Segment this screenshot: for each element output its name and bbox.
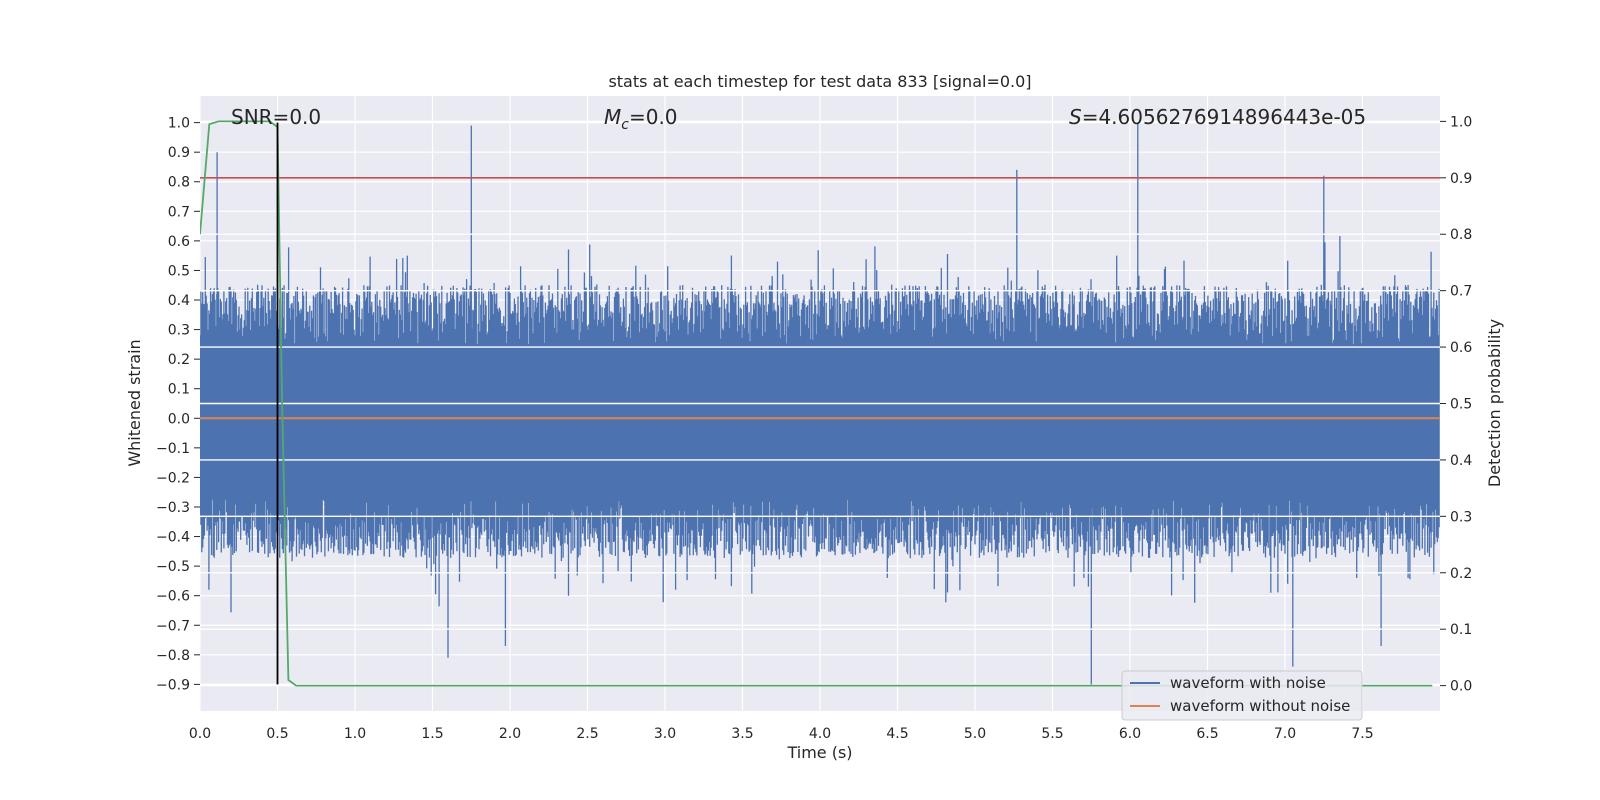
x-tick-label: 1.0 bbox=[344, 726, 366, 742]
x-tick-label: 0.0 bbox=[189, 726, 211, 742]
y-tick-label: 0.4 bbox=[168, 293, 190, 309]
y-tick-label: −0.4 bbox=[156, 530, 190, 546]
plot-contents bbox=[200, 120, 1440, 687]
y-axis-ticks: −0.9 −0.8 −0.7 −0.6 −0.5 −0.4 −0.3 −0.2 −0.1 0.0 0… bbox=[156, 116, 200, 693]
x-tick-label: 3.5 bbox=[731, 726, 753, 742]
snr-annotation: SNR=0.0 bbox=[231, 105, 321, 129]
grid-overlay bbox=[200, 120, 1440, 687]
y-axis-label: Whitened strain bbox=[125, 339, 144, 466]
series-waveform-with-noise bbox=[200, 122, 1440, 685]
y2-tick-label: 0.8 bbox=[1450, 227, 1472, 243]
mc-annotation: Mc=0.0 bbox=[604, 105, 678, 133]
y-tick-label: −0.1 bbox=[156, 441, 190, 457]
y-tick-label: −0.6 bbox=[156, 589, 190, 605]
x-tick-label: 7.5 bbox=[1351, 726, 1373, 742]
y-tick-label: 0.5 bbox=[168, 263, 190, 279]
y2-tick-label: 0.1 bbox=[1450, 622, 1472, 638]
y2-axis-label: Detection probability bbox=[1485, 319, 1504, 487]
legend: waveform with noise waveform without noi… bbox=[1121, 670, 1363, 721]
y-tick-label: 0.7 bbox=[168, 204, 190, 220]
x-tick-label: 4.5 bbox=[886, 726, 908, 742]
legend-box bbox=[1121, 670, 1363, 721]
y2-tick-label: 0.6 bbox=[1450, 340, 1472, 356]
x-tick-label: 3.0 bbox=[654, 726, 676, 742]
y2-tick-label: 1.0 bbox=[1450, 114, 1472, 130]
y-tick-label: 0.3 bbox=[168, 323, 190, 339]
legend-label-clean: waveform without noise bbox=[1170, 697, 1350, 715]
y2-tick-label: 0.2 bbox=[1450, 566, 1472, 582]
x-tick-label: 2.5 bbox=[576, 726, 598, 742]
y-tick-label: 1.0 bbox=[168, 116, 190, 132]
x-tick-label: 7.0 bbox=[1274, 726, 1296, 742]
y2-tick-label: 0.5 bbox=[1450, 397, 1472, 413]
y-tick-label: 0.9 bbox=[168, 145, 190, 161]
y-tick-label: −0.5 bbox=[156, 559, 190, 575]
x-tick-label: 2.0 bbox=[499, 726, 521, 742]
x-tick-label: 0.5 bbox=[266, 726, 288, 742]
y-tick-label: −0.3 bbox=[156, 500, 190, 516]
legend-label-noise: waveform with noise bbox=[1170, 674, 1326, 692]
y-tick-label: 0.1 bbox=[168, 382, 190, 398]
y-tick-label: 0.8 bbox=[168, 175, 190, 191]
y-tick-label: 0.2 bbox=[168, 352, 190, 368]
x-tick-label: 5.0 bbox=[964, 726, 986, 742]
y-tick-label: −0.7 bbox=[156, 618, 190, 634]
x-tick-label: 6.5 bbox=[1196, 726, 1218, 742]
x-tick-label: 1.5 bbox=[421, 726, 443, 742]
y2-tick-label: 0.9 bbox=[1450, 171, 1472, 187]
y2-tick-label: 0.4 bbox=[1450, 453, 1472, 469]
x-axis-label: Time (s) bbox=[786, 743, 852, 762]
y2-tick-label: 0.7 bbox=[1450, 284, 1472, 300]
y-tick-label: −0.9 bbox=[156, 677, 190, 693]
y-tick-label: −0.8 bbox=[156, 648, 190, 664]
x-tick-label: 5.5 bbox=[1041, 726, 1063, 742]
x-tick-label: 4.0 bbox=[809, 726, 831, 742]
y-tick-label: −0.2 bbox=[156, 470, 190, 486]
y2-axis-ticks: 0.0 0.1 0.2 0.3 0.4 0.5 0.6 0.7 0.8 0.9 1.0 bbox=[1440, 114, 1472, 695]
chart-title: stats at each timestep for test data 833… bbox=[608, 72, 1031, 91]
y-tick-label: 0.6 bbox=[168, 234, 190, 250]
s-annotation: S=4.6056276914896443e-05 bbox=[1069, 105, 1366, 129]
y2-tick-label: 0.0 bbox=[1450, 679, 1472, 695]
x-tick-label: 6.0 bbox=[1119, 726, 1141, 742]
y2-tick-label: 0.3 bbox=[1450, 509, 1472, 525]
y-tick-label: 0.0 bbox=[168, 411, 190, 427]
x-axis-ticks: 0.0 0.5 1.0 1.5 2.0 2.5 3.0 3.5 4.0 4.5 5.0 5.5 6.0 6… bbox=[189, 726, 1374, 742]
